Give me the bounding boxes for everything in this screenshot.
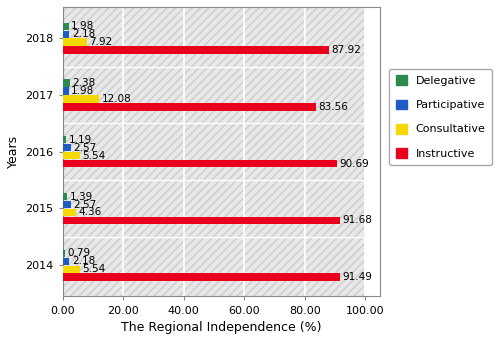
- Text: 1.98: 1.98: [71, 21, 94, 31]
- Bar: [63, 87, 69, 95]
- X-axis label: The Regional Independence (%): The Regional Independence (%): [122, 321, 322, 334]
- Bar: [63, 30, 70, 38]
- Text: 91.49: 91.49: [342, 272, 372, 282]
- Text: 2.57: 2.57: [73, 143, 96, 153]
- Bar: [63, 39, 86, 46]
- Bar: [63, 160, 337, 167]
- Text: 7.92: 7.92: [89, 37, 112, 47]
- Bar: [63, 201, 70, 208]
- Text: 2.38: 2.38: [72, 78, 96, 88]
- Bar: [63, 266, 80, 273]
- Bar: [63, 144, 70, 151]
- Text: 1.39: 1.39: [70, 192, 92, 202]
- Bar: [63, 79, 70, 87]
- Text: 1.19: 1.19: [69, 135, 92, 145]
- Legend: Delegative, Participative, Consultative, Instructive: Delegative, Participative, Consultative,…: [389, 69, 492, 165]
- Bar: [63, 23, 69, 30]
- Bar: [63, 209, 76, 216]
- Text: 2.18: 2.18: [72, 256, 95, 266]
- Text: 5.54: 5.54: [82, 151, 105, 161]
- Text: 91.68: 91.68: [342, 216, 372, 225]
- Bar: [63, 193, 67, 200]
- Text: 90.69: 90.69: [340, 159, 370, 169]
- Bar: [63, 273, 340, 281]
- Text: 83.56: 83.56: [318, 102, 348, 112]
- Bar: [63, 257, 70, 265]
- Bar: [63, 103, 316, 110]
- Bar: [63, 46, 328, 54]
- Text: 2.18: 2.18: [72, 29, 95, 39]
- Text: 2.57: 2.57: [73, 199, 96, 209]
- Text: 12.08: 12.08: [102, 94, 132, 104]
- Bar: [63, 136, 66, 144]
- Text: 4.36: 4.36: [78, 207, 102, 218]
- Text: 0.79: 0.79: [68, 248, 90, 258]
- Bar: [63, 217, 340, 224]
- Bar: [63, 152, 80, 159]
- Bar: [63, 95, 100, 103]
- Y-axis label: Years: Years: [7, 135, 20, 168]
- Text: 87.92: 87.92: [331, 45, 361, 55]
- FancyBboxPatch shape: [63, 7, 366, 296]
- Bar: [63, 250, 65, 257]
- Text: 1.98: 1.98: [71, 86, 94, 96]
- Text: 5.54: 5.54: [82, 264, 105, 274]
